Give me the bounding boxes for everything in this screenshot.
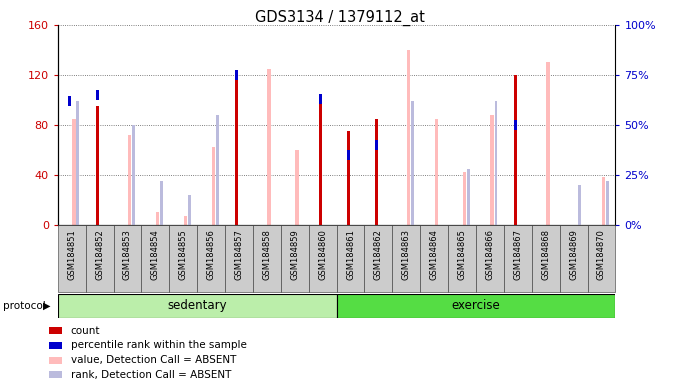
Bar [114,225,141,292]
Bar [309,225,337,292]
Text: GSM184867: GSM184867 [513,229,522,280]
Bar [602,177,605,225]
Bar [169,225,197,292]
Bar [375,119,378,225]
Bar [588,225,615,292]
Bar [476,225,504,292]
Bar [197,225,225,292]
Bar [76,101,80,225]
Bar [606,181,609,225]
Bar [504,225,532,292]
Bar [184,216,187,225]
Text: GSM184853: GSM184853 [123,229,132,280]
Text: sedentary: sedentary [167,299,227,312]
Bar [132,125,135,225]
Bar [532,225,560,292]
Bar [364,225,392,292]
Text: GSM184868: GSM184868 [541,229,550,280]
Text: GSM184869: GSM184869 [569,229,578,280]
Text: GSM184855: GSM184855 [179,229,188,280]
Bar [546,62,549,225]
Bar [235,70,239,80]
Bar [466,169,470,225]
Text: GDS3134 / 1379112_at: GDS3134 / 1379112_at [255,10,425,26]
Bar [211,147,215,225]
Text: GSM184863: GSM184863 [402,229,411,280]
Bar [560,225,588,292]
Text: GSM184851: GSM184851 [67,229,76,280]
Text: value, Detection Call = ABSENT: value, Detection Call = ABSENT [71,355,236,365]
Bar [347,131,350,225]
Bar [156,212,159,225]
Bar [347,150,350,160]
Text: GSM184870: GSM184870 [597,229,606,280]
Bar [96,90,99,100]
Bar [337,294,615,318]
Bar [411,101,414,225]
Bar [392,225,420,292]
Bar [420,225,448,292]
Bar [188,195,191,225]
Bar [514,75,517,225]
Bar [407,50,410,225]
Text: GSM184860: GSM184860 [318,229,327,280]
Bar [462,172,466,225]
Text: ▶: ▶ [42,301,50,311]
Bar [160,181,163,225]
Bar [319,94,322,104]
Bar [514,120,517,130]
Text: rank, Detection Call = ABSENT: rank, Detection Call = ABSENT [71,370,231,380]
Text: GSM184858: GSM184858 [262,229,271,280]
Bar [141,225,169,292]
Text: protocol: protocol [3,301,46,311]
Text: GSM184857: GSM184857 [235,229,243,280]
Bar [578,185,581,225]
Bar [295,150,299,225]
Text: count: count [71,326,100,336]
Bar [128,135,131,225]
Bar [96,106,99,225]
Bar [225,225,253,292]
Bar [337,225,364,292]
Bar [281,225,309,292]
Text: percentile rank within the sample: percentile rank within the sample [71,340,247,350]
Bar [49,327,62,334]
Text: GSM184861: GSM184861 [346,229,355,280]
Bar [58,294,337,318]
Bar [216,115,219,225]
Bar [68,96,71,106]
Bar [319,100,322,225]
Bar [72,119,75,225]
Text: exercise: exercise [452,299,500,312]
Bar [494,101,498,225]
Bar [435,119,438,225]
Text: GSM184854: GSM184854 [151,229,160,280]
Bar [267,69,271,225]
Text: GSM184856: GSM184856 [207,229,216,280]
Bar [235,75,239,225]
Bar [49,342,62,349]
Text: GSM184862: GSM184862 [374,229,383,280]
Bar [253,225,281,292]
Text: GSM184865: GSM184865 [458,229,466,280]
Bar [490,115,494,225]
Text: GSM184852: GSM184852 [95,229,104,280]
Bar [58,225,86,292]
Bar [49,371,62,378]
Text: GSM184864: GSM184864 [430,229,439,280]
Bar [86,225,114,292]
Bar [49,356,62,364]
Text: GSM184866: GSM184866 [486,229,494,280]
Bar [375,140,378,150]
Bar [448,225,476,292]
Text: GSM184859: GSM184859 [290,229,299,280]
